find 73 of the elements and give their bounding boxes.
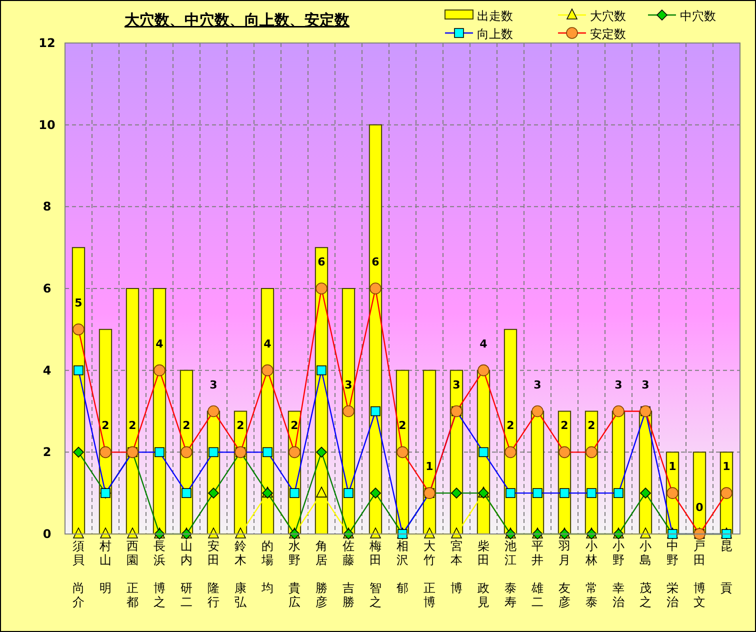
- x-tick-label: 小野幸治: [612, 539, 624, 609]
- x-tick-label: 須貝尚介: [72, 539, 84, 609]
- category-label: 昆貢: [720, 539, 732, 595]
- x-tick-label: 宮本博: [450, 539, 462, 595]
- data-label: 2: [236, 419, 244, 432]
- data-label: 4: [480, 337, 488, 350]
- legend-label: 出走数: [477, 9, 513, 23]
- x-tick-label: 佐藤吉勝: [342, 539, 354, 609]
- legend-label: 中穴数: [680, 9, 716, 23]
- data-label: 2: [102, 419, 110, 432]
- y-tick-label: 6: [42, 282, 52, 296]
- data-label: 4: [156, 337, 164, 350]
- data-label: 6: [318, 256, 326, 268]
- data-label: 6: [372, 256, 380, 268]
- data-label: 5: [74, 296, 82, 310]
- y-tick-label: 0: [42, 527, 52, 541]
- x-tick-label: 角居勝彦: [316, 539, 328, 609]
- x-tick-label: 大竹正博: [424, 539, 436, 609]
- x-tick-label: 安田隆行: [208, 539, 220, 609]
- legend-label: 大穴数: [590, 9, 626, 23]
- x-tick-label: 西園正都: [126, 539, 138, 609]
- point: [451, 528, 462, 538]
- y-tick-label: 12: [38, 36, 56, 50]
- data-label: 1: [722, 460, 730, 474]
- point: [100, 528, 111, 538]
- data-label: 3: [642, 378, 650, 392]
- data-label: 2: [398, 419, 406, 432]
- x-tick-label: 戸田博文: [694, 539, 706, 609]
- point: [316, 486, 327, 498]
- x-tick-label: 長浜博之: [154, 539, 166, 609]
- point: [73, 528, 84, 538]
- x-tick-label: 水野貴広: [288, 539, 300, 609]
- x-tick-label: 池江泰寿: [504, 539, 516, 609]
- x-tick-label: 梅田智之: [368, 539, 382, 609]
- data-label: 2: [290, 419, 298, 432]
- x-tick-label: 小島茂之: [640, 539, 652, 609]
- x-tick-label: 山内研二: [180, 539, 192, 609]
- data-label: 3: [344, 378, 352, 392]
- data-label: 3: [614, 378, 622, 392]
- x-tick-label: 柴田政見: [478, 539, 490, 609]
- y-tick-label: 10: [38, 118, 56, 132]
- point: [235, 528, 246, 538]
- x-tick-label: 相沢郁: [396, 539, 408, 595]
- x-tick-label: 鈴木康弘: [234, 539, 248, 609]
- point: [424, 528, 435, 538]
- x-tick-label: 中野栄治: [666, 539, 678, 609]
- data-label: 1: [668, 460, 676, 474]
- y-tick-label: 8: [42, 200, 52, 214]
- data-label: 3: [452, 378, 460, 392]
- x-tick-label: 平井雄二: [530, 539, 544, 609]
- x-tick-label: 羽月友彦: [558, 539, 570, 609]
- data-label: 2: [560, 419, 568, 432]
- data-label: 2: [128, 419, 136, 432]
- chart-title: 大穴数、中穴数、向上数、安定数: [124, 11, 350, 29]
- data-label: 3: [210, 378, 218, 392]
- x-tick-label: 小林常泰: [584, 539, 598, 609]
- y-tick-label: 2: [42, 445, 52, 460]
- point: [370, 528, 381, 538]
- legend-label: 向上数: [477, 27, 513, 41]
- y-tick-label: 4: [42, 363, 52, 378]
- point: [127, 528, 138, 538]
- data-label: 3: [534, 378, 542, 392]
- data-label: 2: [506, 419, 514, 432]
- data-label: 2: [182, 419, 190, 432]
- point: [640, 528, 651, 538]
- data-label: 4: [264, 337, 272, 350]
- point: [208, 528, 219, 538]
- data-label: 1: [426, 460, 434, 474]
- x-tick-label: 的場均: [260, 539, 274, 595]
- x-tick-label: 村山明: [98, 539, 112, 595]
- data-label: 2: [588, 419, 596, 432]
- data-label: 0: [696, 501, 704, 514]
- legend-label: 安定数: [590, 27, 626, 41]
